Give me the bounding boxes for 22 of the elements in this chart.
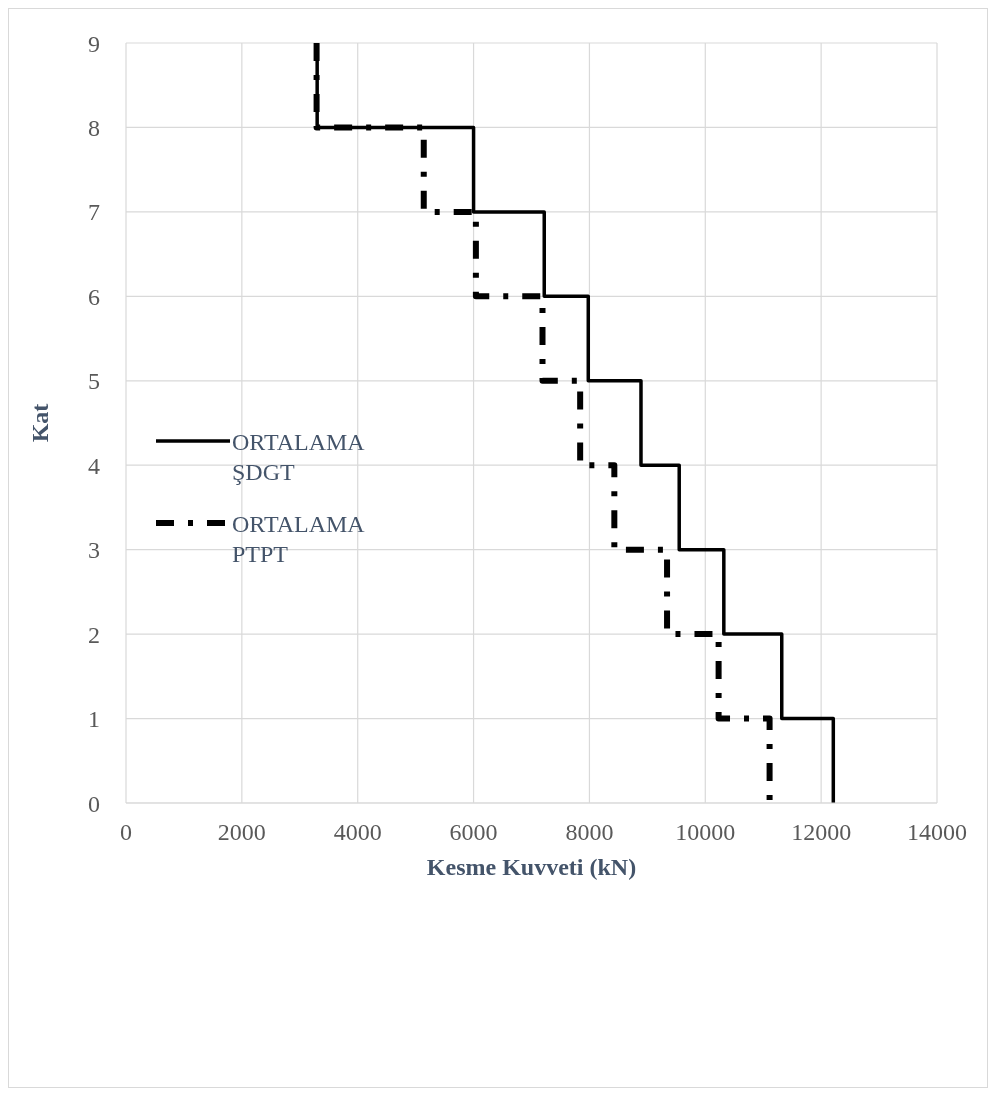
y-tick-label: 5	[88, 368, 100, 395]
x-tick-label: 12000	[791, 819, 852, 846]
y-tick-label: 8	[88, 114, 100, 141]
x-tick-label: 14000	[907, 819, 967, 846]
x-tick-label: 6000	[449, 819, 498, 846]
legend-label: ORTALAMA ŞDGT	[232, 428, 365, 487]
x-tick-label: 10000	[675, 819, 736, 846]
y-tick-label: 2	[88, 621, 100, 648]
legend-label: ORTALAMA PTPT	[232, 510, 365, 569]
y-tick-label: 0	[88, 790, 100, 817]
y-tick-label: 4	[88, 452, 100, 479]
x-tick-label: 2000	[217, 819, 266, 846]
y-tick-label: 3	[88, 537, 100, 564]
y-tick-label: 6	[88, 283, 100, 310]
x-axis-title: Kesme Kuvveti (kN)	[426, 854, 637, 880]
y-tick-label: 7	[88, 199, 100, 226]
x-tick-label: 0	[120, 819, 132, 846]
y-tick-label: 9	[88, 30, 100, 57]
y-axis-title: Kat	[26, 403, 53, 443]
x-tick-label: 8000	[565, 819, 614, 846]
x-tick-label: 4000	[333, 819, 382, 846]
y-tick-label: 1	[88, 706, 100, 733]
